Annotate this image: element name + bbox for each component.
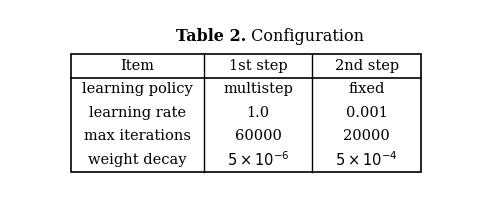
Text: max iterations: max iterations — [84, 129, 191, 143]
Text: 20000: 20000 — [343, 129, 390, 143]
Text: 60000: 60000 — [235, 129, 282, 143]
Text: weight decay: weight decay — [88, 153, 187, 167]
Text: $5 \times 10^{-4}$: $5 \times 10^{-4}$ — [336, 150, 398, 169]
Text: 2nd step: 2nd step — [335, 59, 399, 73]
Text: multistep: multistep — [223, 83, 293, 96]
Text: 1.0: 1.0 — [247, 106, 270, 120]
Text: learning policy: learning policy — [82, 83, 193, 96]
Text: Configuration: Configuration — [246, 28, 364, 45]
Text: learning rate: learning rate — [89, 106, 186, 120]
Text: Item: Item — [120, 59, 155, 73]
Text: $5 \times 10^{-6}$: $5 \times 10^{-6}$ — [227, 150, 289, 169]
Bar — [71, 54, 421, 172]
Text: 1st step: 1st step — [229, 59, 288, 73]
Text: Table 2.: Table 2. — [176, 28, 246, 45]
Text: 0.001: 0.001 — [346, 106, 387, 120]
Text: fixed: fixed — [348, 83, 385, 96]
